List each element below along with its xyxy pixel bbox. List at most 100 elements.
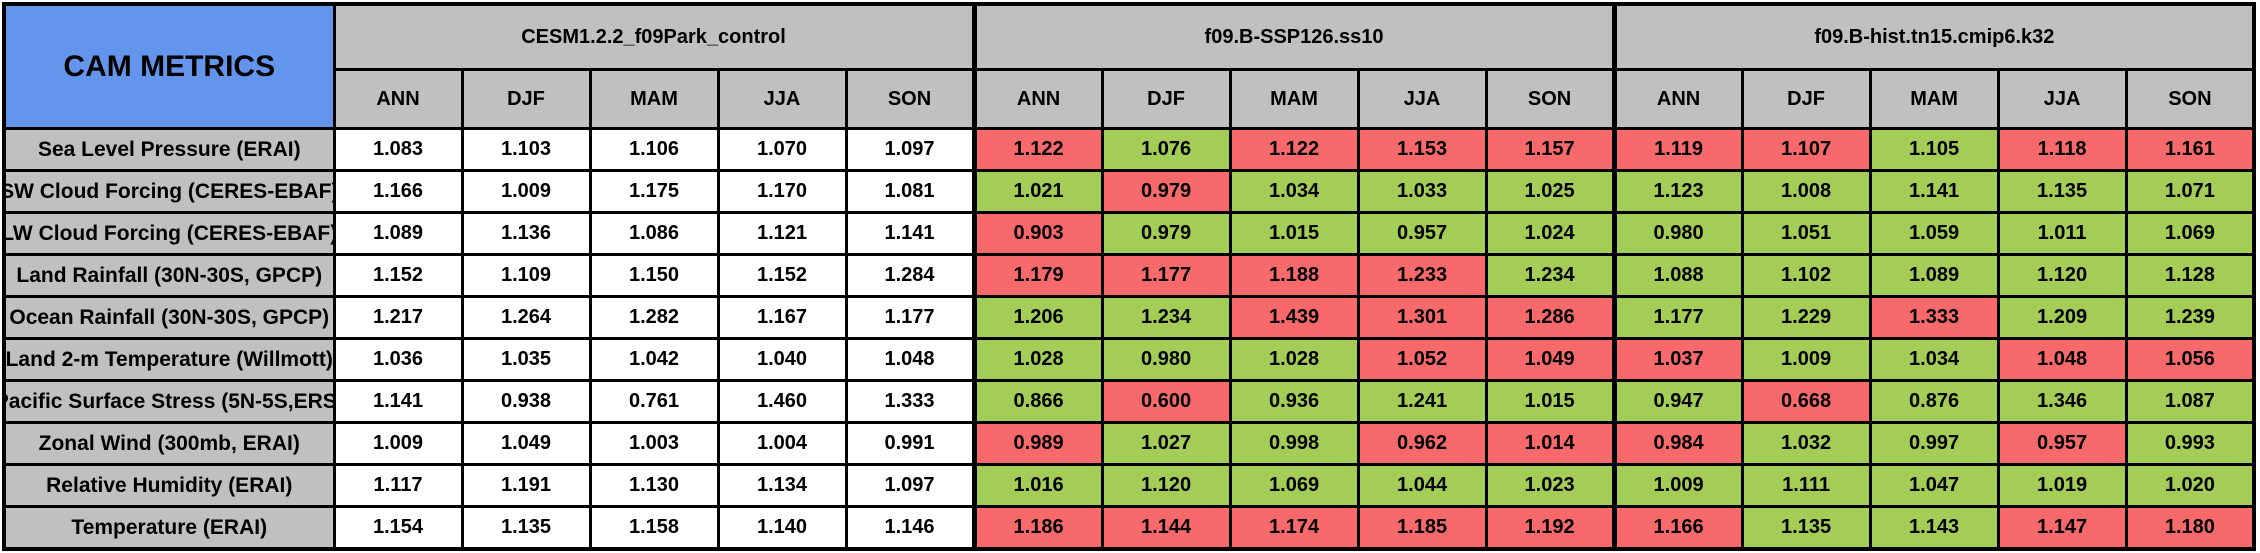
table-title: CAM METRICS — [2, 2, 336, 130]
metric-cell: 1.102 — [1740, 253, 1872, 298]
metric-row-label: Pacific Surface Stress (5N-5S,ERS) — [2, 379, 336, 424]
metric-cell: 1.180 — [2124, 505, 2256, 551]
metric-cell: 0.600 — [1100, 379, 1232, 424]
metric-row-label-text: Relative Humidity (ERAI) — [46, 473, 293, 497]
season-header-mam-group1: MAM — [588, 68, 720, 130]
metric-cell: 1.157 — [1484, 127, 1616, 172]
metric-cell: 1.135 — [460, 505, 592, 551]
metric-cell: 0.980 — [1100, 337, 1232, 382]
metric-row: Temperature (ERAI) 1.154 1.135 1.158 1.140 1.… — [2, 505, 2256, 551]
metric-cell: 1.040 — [716, 337, 848, 382]
metric-cell: 1.105 — [1868, 127, 2000, 172]
metric-cell: 1.097 — [844, 127, 976, 172]
metric-row-label-text: Sea Level Pressure (ERAI) — [37, 137, 301, 161]
metric-cell: 1.177 — [844, 295, 976, 340]
metric-cell: 1.117 — [332, 463, 464, 508]
metric-cell: 1.024 — [1484, 211, 1616, 256]
season-header-ann-group3: ANN — [1611, 68, 1744, 130]
metric-cell: 0.984 — [1611, 421, 1744, 466]
metric-row-label-text: Zonal Wind (300mb, ERAI) — [38, 431, 300, 455]
metric-cell: 1.241 — [1356, 379, 1488, 424]
metric-cell: 1.015 — [1228, 211, 1360, 256]
metric-row-label: Relative Humidity (ERAI) — [2, 463, 336, 508]
metric-cell: 1.143 — [1868, 505, 2000, 551]
metric-cell: 1.146 — [844, 505, 976, 551]
metric-cell: 1.081 — [844, 169, 976, 214]
metric-row: Zonal Wind (300mb, ERAI) 1.009 1.049 1.003 1… — [2, 421, 2256, 466]
metric-cell: 1.161 — [2124, 127, 2256, 172]
metric-cell: 1.175 — [588, 169, 720, 214]
metric-cell: 1.177 — [1611, 295, 1744, 340]
metric-cell: 1.103 — [460, 127, 592, 172]
metric-cell: 0.903 — [971, 211, 1104, 256]
metric-cell: 0.997 — [1868, 421, 2000, 466]
metric-cell: 0.936 — [1228, 379, 1360, 424]
metric-cell: 0.979 — [1100, 169, 1232, 214]
metric-cell: 1.015 — [1484, 379, 1616, 424]
metric-cell: 1.070 — [716, 127, 848, 172]
metric-cell: 1.109 — [460, 253, 592, 298]
metric-cell: 1.033 — [1356, 169, 1488, 214]
metric-cell: 1.048 — [844, 337, 976, 382]
metric-cell: 1.144 — [1100, 505, 1232, 551]
metric-cell: 1.106 — [588, 127, 720, 172]
metric-cell: 1.048 — [1996, 337, 2128, 382]
metric-cell: 1.119 — [1611, 127, 1744, 172]
metric-cell: 0.989 — [971, 421, 1104, 466]
metric-cell: 1.152 — [332, 253, 464, 298]
metric-cell: 1.174 — [1228, 505, 1360, 551]
metric-row-label-text: SW Cloud Forcing (CERES-EBAF) — [6, 179, 333, 203]
metric-cell: 1.028 — [1228, 337, 1360, 382]
metric-cell: 0.979 — [1100, 211, 1232, 256]
metric-cell: 1.089 — [332, 211, 464, 256]
metric-cell: 1.011 — [1996, 211, 2128, 256]
metric-cell: 0.980 — [1611, 211, 1744, 256]
metric-cell: 1.264 — [460, 295, 592, 340]
metric-cell: 1.166 — [1611, 505, 1744, 551]
metric-cell: 1.034 — [1868, 337, 2000, 382]
metric-row-label: Temperature (ERAI) — [2, 505, 336, 551]
metric-row-label: Land 2-m Temperature (Willmott) — [2, 337, 336, 382]
metric-cell: 1.019 — [1996, 463, 2128, 508]
metric-cell: 1.027 — [1100, 421, 1232, 466]
metric-cell: 1.286 — [1484, 295, 1616, 340]
metric-row: Sea Level Pressure (ERAI) 1.083 1.103 1.106… — [2, 127, 2256, 172]
metric-cell: 1.152 — [716, 253, 848, 298]
season-header-ann-group1: ANN — [332, 68, 464, 130]
metric-cell: 1.025 — [1484, 169, 1616, 214]
metric-cell: 1.154 — [332, 505, 464, 551]
metric-cell: 1.234 — [1100, 295, 1232, 340]
metric-cell: 1.086 — [588, 211, 720, 256]
metric-row: Ocean Rainfall (30N-30S, GPCP) 1.217 1.264… — [2, 295, 2256, 340]
season-header-son-group2: SON — [1484, 68, 1616, 130]
metric-cell: 0.668 — [1740, 379, 1872, 424]
season-header-mam-group3: MAM — [1868, 68, 2000, 130]
metric-row-label-text: Temperature (ERAI) — [71, 515, 268, 539]
metric-cell: 1.004 — [716, 421, 848, 466]
metric-cell: 1.097 — [844, 463, 976, 508]
metric-row-label: LW Cloud Forcing (CERES-EBAF) — [2, 211, 336, 256]
metric-cell: 1.042 — [588, 337, 720, 382]
metric-cell: 1.120 — [1996, 253, 2128, 298]
metric-cell: 1.141 — [332, 379, 464, 424]
metric-cell: 1.130 — [588, 463, 720, 508]
metric-row-label: Land Rainfall (30N-30S, GPCP) — [2, 253, 336, 298]
metric-cell: 1.206 — [971, 295, 1104, 340]
metric-cell: 1.009 — [460, 169, 592, 214]
metric-cell: 1.150 — [588, 253, 720, 298]
metric-cell: 1.122 — [1228, 127, 1360, 172]
metric-cell: 1.035 — [460, 337, 592, 382]
season-header-ann-group2: ANN — [971, 68, 1104, 130]
metric-cell: 0.993 — [2124, 421, 2256, 466]
metric-cell: 1.153 — [1356, 127, 1488, 172]
metric-cell: 1.284 — [844, 253, 976, 298]
metric-cell: 1.036 — [332, 337, 464, 382]
metric-row-label-text: Land Rainfall (30N-30S, GPCP) — [16, 263, 323, 287]
metric-cell: 1.301 — [1356, 295, 1488, 340]
metric-row-label-text: LW Cloud Forcing (CERES-EBAF) — [6, 221, 333, 245]
metric-cell: 1.185 — [1356, 505, 1488, 551]
metric-cell: 1.009 — [1740, 337, 1872, 382]
metric-cell: 1.120 — [1100, 463, 1232, 508]
season-header-djf-group2: DJF — [1100, 68, 1232, 130]
